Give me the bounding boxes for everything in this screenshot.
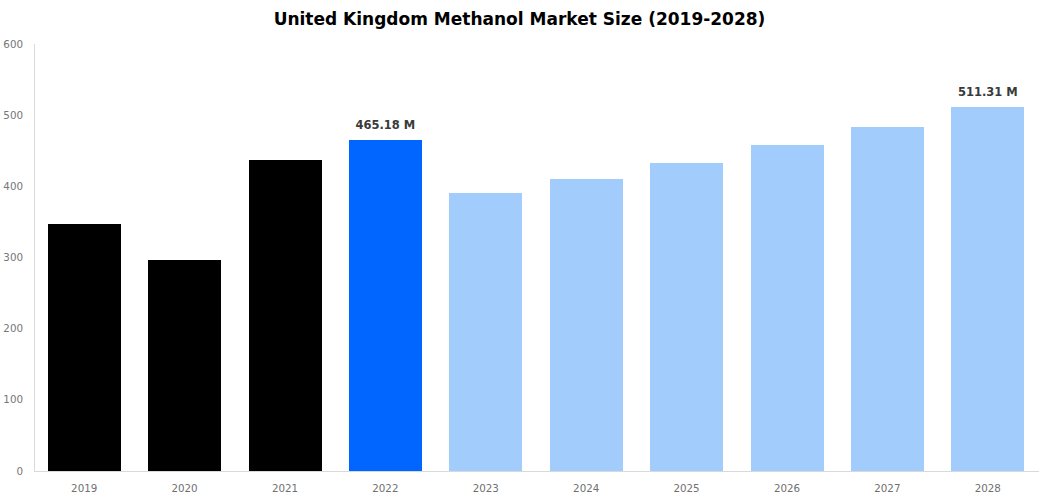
y-tick-label-200: 200: [0, 322, 23, 335]
y-tick-label-500: 500: [0, 109, 23, 122]
x-tick-label-2028: 2028: [938, 482, 1038, 495]
x-tick-label-2023: 2023: [436, 482, 536, 495]
bar-2022: [349, 140, 422, 471]
x-tick-label-2021: 2021: [235, 482, 335, 495]
bar-2023: [449, 193, 522, 471]
bar-2027: [851, 127, 924, 471]
x-tick-label-2024: 2024: [536, 482, 636, 495]
bar-2019: [48, 224, 121, 471]
chart-title: United Kingdom Methanol Market Size (201…: [0, 10, 1039, 28]
x-tick-label-2022: 2022: [335, 482, 435, 495]
value-label-2028: 511.31 M: [938, 85, 1038, 99]
x-tick-label-2025: 2025: [636, 482, 736, 495]
bar-2028: [951, 107, 1024, 471]
bar-2024: [550, 179, 623, 471]
x-tick-label-2026: 2026: [737, 482, 837, 495]
y-tick-label-100: 100: [0, 393, 23, 406]
bar-2020: [148, 260, 221, 471]
y-tick-label-400: 400: [0, 180, 23, 193]
bar-2026: [751, 145, 824, 471]
x-tick-label-2019: 2019: [34, 482, 134, 495]
value-label-2022: 465.18 M: [335, 118, 435, 132]
x-tick-label-2027: 2027: [837, 482, 937, 495]
chart-page: United Kingdom Methanol Market Size (201…: [0, 0, 1039, 500]
x-tick-label-2020: 2020: [134, 482, 234, 495]
bar-2021: [249, 160, 322, 471]
y-tick-label-300: 300: [0, 251, 23, 264]
y-tick-label-0: 0: [0, 465, 23, 478]
bar-2025: [650, 163, 723, 471]
y-tick-label-600: 600: [0, 38, 23, 51]
